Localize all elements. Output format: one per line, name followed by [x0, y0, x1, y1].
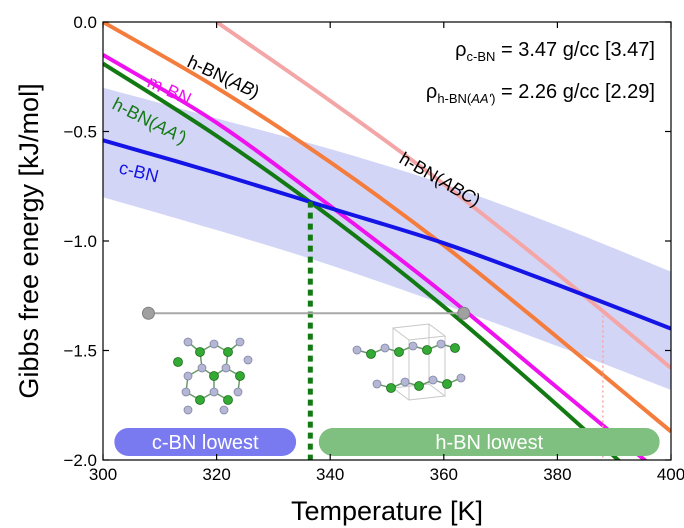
- series-line-h-bn-ab: [103, 22, 671, 434]
- y-axis-title: Gibbs free energy [kJ/mol]: [14, 83, 44, 398]
- region-pill-label-0: c-BN lowest: [152, 432, 259, 454]
- x-tick-label: 400: [657, 465, 684, 484]
- axis-ticks: 300 320 340 360 380 400 0.0 −0.5 −1.0 −1.5 −2.0: [63, 13, 684, 484]
- region-pill-label-1: h-BN lowest: [435, 432, 543, 454]
- x-tick-label: 300: [89, 465, 117, 484]
- y-tick-label: −1.5: [63, 342, 97, 361]
- density-c-bn: ρc-BN = 3.47 g/cc [3.47]: [455, 39, 655, 64]
- c-bn-structure-image: [173, 337, 253, 415]
- scale-bar-left-dot: [141, 306, 155, 320]
- h-bn-structure-image: [352, 323, 466, 401]
- y-tick-label: −2.0: [63, 451, 97, 470]
- series-line-c-bn: [103, 138, 671, 331]
- x-tick-label: 360: [430, 465, 458, 484]
- series-line-m-bn: [103, 53, 648, 460]
- density-h-bn: ρh-BN(AA') = 2.26 g/cc [2.29]: [426, 81, 655, 106]
- x-tick-label: 320: [202, 465, 230, 484]
- region-pill-1: [318, 428, 660, 456]
- x-tick-label: 380: [543, 465, 571, 484]
- y-tick-label: 0.0: [73, 13, 97, 32]
- region-pill-0: [114, 428, 297, 456]
- scale-bar-right-dot: [457, 306, 471, 320]
- series-line-h-bn-abc: [215, 22, 671, 370]
- region-pills: c-BN lowest h-BN lowest: [114, 428, 660, 456]
- x-tick-label: 340: [316, 465, 344, 484]
- series-layer: [103, 22, 671, 460]
- y-tick-label: −1.0: [63, 232, 97, 251]
- x-axis-title: Temperature [K]: [291, 496, 483, 526]
- y-tick-label: −0.5: [63, 123, 97, 142]
- series-line-h-bn-aa: [103, 61, 622, 460]
